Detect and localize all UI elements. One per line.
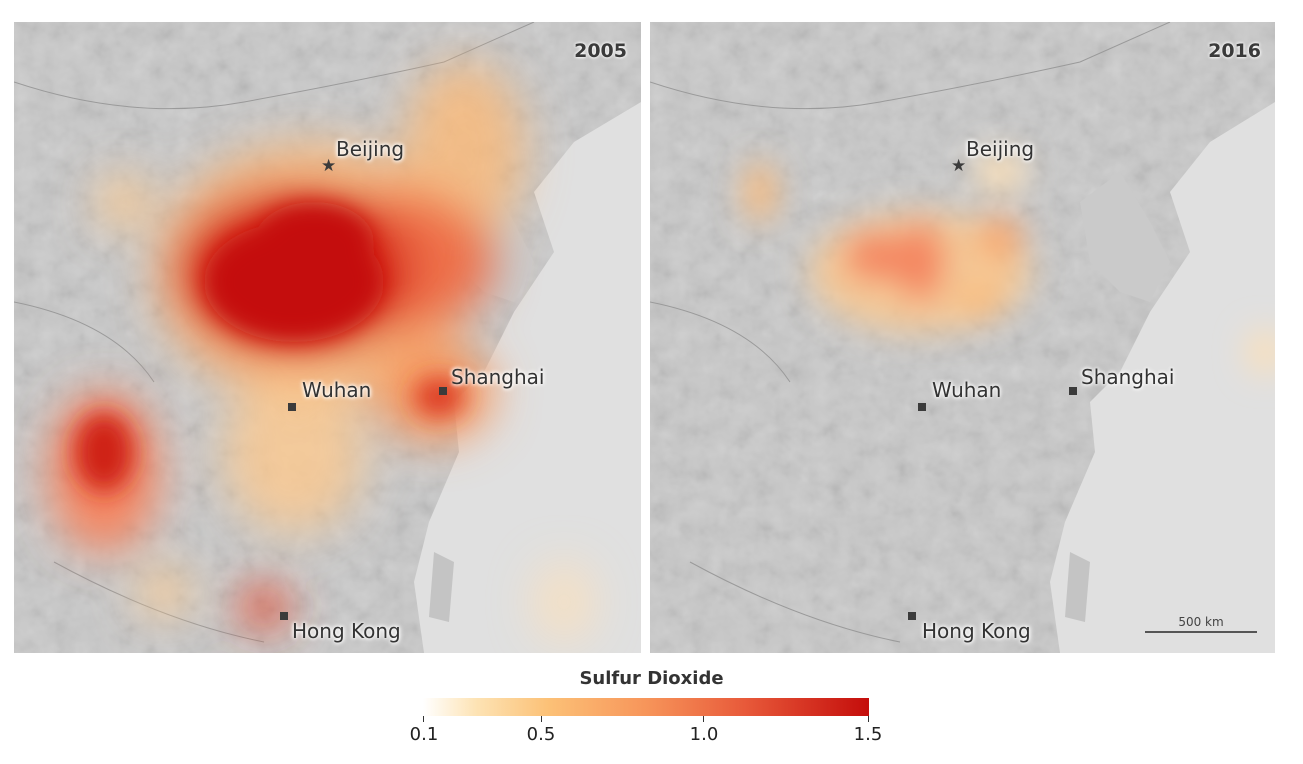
city-marker-wuhan — [918, 403, 926, 411]
legend-tick-label: 0.1 — [409, 724, 439, 745]
legend-tick — [423, 716, 424, 722]
city-label-shanghai: Shanghai — [451, 365, 545, 389]
city-label-beijing: Beijing — [966, 137, 1035, 161]
city-label-wuhan: Wuhan — [932, 378, 1002, 402]
map-panel-2005: 2005 ★ Beijing Wuhan Shanghai Hong Kong — [14, 22, 641, 653]
sea — [414, 102, 641, 653]
city-label-hong-kong: Hong Kong — [922, 619, 1031, 643]
taiwan — [1065, 552, 1090, 622]
so2-core-2005 — [74, 202, 464, 492]
legend-tick — [868, 716, 869, 722]
legend-tick — [703, 716, 704, 722]
legend-tick-label: 1.5 — [853, 724, 883, 745]
sea — [1050, 102, 1275, 653]
taiwan — [429, 552, 454, 622]
city-label-hong-kong: Hong Kong — [292, 619, 401, 643]
year-label-2016: 2016 — [1208, 40, 1261, 62]
legend-tick — [541, 716, 542, 722]
borders — [650, 22, 1171, 643]
city-label-wuhan: Wuhan — [302, 378, 372, 402]
korea-peninsula — [1080, 172, 1170, 302]
capital-star-icon: ★ — [951, 156, 967, 175]
legend-tick-label: 0.5 — [526, 724, 556, 745]
scale-bar: 500 km — [1145, 615, 1257, 633]
scale-bar-label: 500 km — [1178, 615, 1224, 629]
city-label-beijing: Beijing — [336, 137, 405, 161]
city-marker-shanghai — [439, 387, 447, 395]
city-marker-hong-kong — [280, 612, 288, 620]
map-2005 — [14, 22, 641, 653]
map-panel-2016: 2016 ★ Beijing Wuhan Shanghai Hong Kong … — [650, 22, 1275, 653]
legend-tick-label: 1.0 — [689, 724, 719, 745]
capital-star-icon: ★ — [321, 156, 337, 175]
city-marker-shanghai — [1069, 387, 1077, 395]
scale-bar-line — [1145, 631, 1257, 633]
legend-color-ramp — [423, 698, 869, 716]
legend-title: Sulfur Dioxide — [579, 668, 724, 689]
so2-plume-2016 — [745, 152, 1275, 374]
city-marker-hong-kong — [908, 612, 916, 620]
year-label-2005: 2005 — [574, 40, 627, 62]
map-2016 — [650, 22, 1275, 653]
city-label-shanghai: Shanghai — [1081, 365, 1175, 389]
city-marker-wuhan — [288, 403, 296, 411]
